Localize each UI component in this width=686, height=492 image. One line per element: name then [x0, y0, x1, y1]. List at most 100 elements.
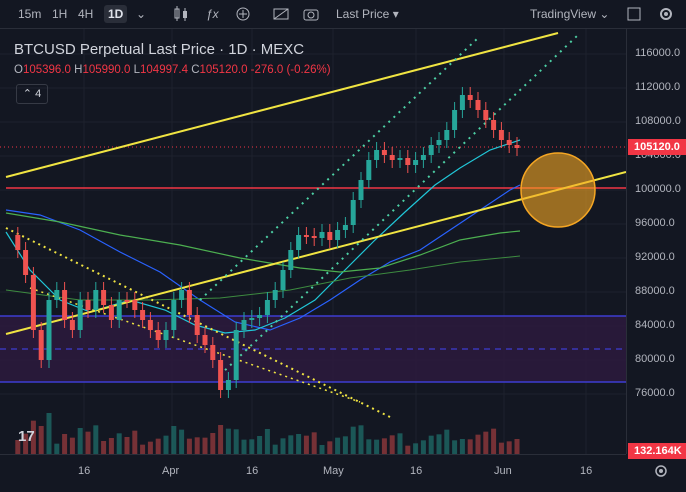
timezone-icon[interactable]: [652, 462, 670, 480]
volume-bar: [381, 438, 387, 454]
volume-bar: [389, 435, 395, 454]
volume-bar: [296, 434, 302, 454]
candle-body: [179, 290, 185, 300]
candle-body: [116, 300, 122, 320]
volume-bar: [218, 425, 224, 454]
interval-1d[interactable]: 1D: [104, 5, 128, 23]
volume-bar: [264, 429, 270, 454]
volume-bar: [405, 445, 411, 454]
volume-bar: [30, 420, 36, 454]
price-tick: 80000.0: [635, 353, 675, 365]
indicator-count: 4: [35, 88, 42, 100]
price-axis[interactable]: 116000.0 112000.0 108000.0 104000.0 1000…: [626, 29, 686, 454]
volume-bar: [350, 426, 356, 454]
volume-bar: [46, 413, 52, 454]
candle-body: [147, 320, 153, 330]
volume-bar: [420, 440, 426, 454]
volume-bar: [288, 435, 294, 454]
low-value: 104997.4: [140, 64, 188, 76]
uptrend-dotted-1: [199, 37, 479, 301]
close-value: 105120.0: [199, 64, 248, 76]
chart-title: BTCUSD Perpetual Last Price · 1D · MEXC: [14, 41, 305, 58]
candles: [15, 87, 520, 398]
candles-icon[interactable]: [172, 6, 190, 22]
interval-15m[interactable]: 15m: [18, 7, 42, 21]
candle-body: [77, 300, 83, 330]
candle-body: [225, 380, 231, 390]
candle-body: [498, 130, 504, 140]
brand-label: TradingView: [530, 7, 597, 21]
volume-bar: [459, 439, 465, 454]
volume-bar: [272, 444, 278, 454]
volume-bar: [179, 429, 185, 454]
candle-body: [420, 155, 426, 160]
candle-body: [280, 270, 286, 290]
candle-body: [194, 315, 200, 335]
price-source-dropdown[interactable]: Last Price ▾: [336, 7, 399, 21]
volume-bar: [366, 439, 372, 454]
volume-bar: [171, 426, 177, 454]
candle-body: [288, 250, 294, 270]
candle-body: [459, 95, 465, 110]
volume-bar: [467, 439, 473, 454]
open-label: O: [14, 64, 23, 76]
ohlc-values: O105396.0 H105990.0 L104997.4 C105120.0 …: [14, 64, 331, 76]
candle-body: [475, 100, 481, 110]
volume-bar: [186, 438, 192, 454]
volume-bar: [475, 434, 481, 454]
indicators-toggle[interactable]: ⌃ 4: [16, 84, 48, 104]
volume-bar: [194, 437, 200, 454]
low-label: L: [133, 64, 141, 76]
candle-body: [46, 300, 52, 360]
ma-line-green: [5, 212, 521, 273]
brand-menu[interactable]: TradingView ⌄: [530, 7, 610, 21]
volume-bar: [491, 428, 497, 454]
time-tick: 16: [580, 465, 593, 477]
time-tick: 16: [246, 465, 259, 477]
candle-body: [264, 300, 270, 315]
candle-body: [296, 235, 302, 250]
candle-body: [233, 330, 239, 380]
candle-body: [132, 300, 138, 310]
volume-bar: [85, 431, 91, 454]
compare-icon[interactable]: [234, 6, 252, 22]
candle-body: [218, 360, 224, 390]
volume-bar: [54, 443, 60, 454]
volume-bar: [374, 439, 380, 454]
candle-body: [366, 160, 372, 180]
volume-bar: [116, 433, 122, 454]
price-tick: 112000.0: [635, 81, 681, 93]
indicator-fx-icon[interactable]: ƒx: [206, 7, 219, 21]
volume-bar: [413, 443, 419, 454]
chevron-down-icon[interactable]: ⌄: [136, 7, 147, 21]
price-tick: 88000.0: [635, 285, 675, 297]
volume-bar: [303, 435, 309, 454]
candle-body: [272, 290, 278, 300]
volume-bar: [358, 425, 364, 454]
volume-bar: [335, 437, 341, 454]
replay-icon[interactable]: [272, 6, 290, 22]
fullscreen-icon[interactable]: [626, 6, 642, 22]
settings-icon[interactable]: [658, 6, 674, 22]
candle-body: [428, 145, 434, 155]
candle-body: [335, 230, 341, 240]
volume-bar: [342, 436, 348, 454]
time-tick: May: [323, 465, 344, 477]
camera-icon[interactable]: [302, 6, 320, 22]
candle-body: [186, 290, 192, 315]
price-chart[interactable]: [0, 29, 626, 454]
interval-1h[interactable]: 1H: [52, 7, 68, 21]
candle-body: [374, 150, 380, 160]
tradingview-logo[interactable]: 17: [18, 428, 35, 445]
volume-bar: [327, 441, 333, 454]
high-value: 105990.0: [82, 64, 131, 76]
time-axis[interactable]: 16 Apr 16 May 16 Jun 16: [0, 454, 626, 492]
time-tick: Apr: [162, 465, 180, 477]
interval-4h[interactable]: 4H: [78, 7, 94, 21]
price-tick: 92000.0: [635, 251, 675, 263]
volume-bar: [132, 430, 138, 454]
volume-bars: [15, 413, 520, 454]
candle-body: [381, 150, 387, 155]
candle-body: [303, 235, 309, 237]
last-price-tag: 105120.0: [628, 139, 686, 155]
